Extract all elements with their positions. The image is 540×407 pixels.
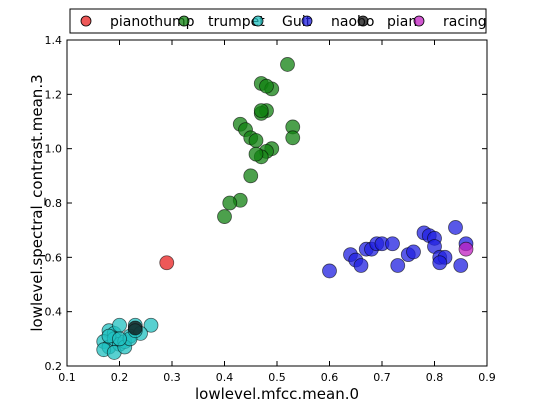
x-tick-label: 0.3 (163, 371, 181, 384)
y-tick-label: 1.2 (45, 88, 63, 101)
legend: pianothump trumpet Guit naobo pian racing (69, 8, 487, 34)
data-point (448, 220, 463, 235)
data-point (280, 57, 295, 72)
data-point (243, 168, 259, 184)
data-point (432, 255, 448, 271)
y-tick-label: 1.4 (45, 34, 63, 47)
legend-entry-label: trumpet (208, 14, 265, 30)
y-tick-label: 0.2 (45, 360, 63, 373)
data-point (458, 241, 474, 257)
x-axis-ticks: 0.1 0.2 0.3 0.4 0.5 0.6 0.7 0.8 0.9 (58, 40, 496, 384)
data-point (322, 263, 337, 279)
x-tick-label: 0.4 (216, 371, 234, 384)
data-point (159, 255, 175, 271)
data-point (385, 236, 400, 252)
data-point (248, 146, 264, 162)
data-point (253, 103, 269, 119)
series-pian (127, 320, 143, 336)
series-racing (458, 241, 474, 257)
data-point (143, 317, 159, 333)
data-point (112, 317, 127, 333)
data-point (259, 78, 274, 94)
series-trumpet (217, 57, 301, 224)
y-tick-label: 0.6 (45, 251, 63, 264)
legend-marker (301, 15, 313, 27)
legend-marker (357, 15, 369, 27)
series-naobo (322, 220, 474, 279)
data-point (112, 331, 127, 347)
x-tick-label: 0.8 (426, 371, 444, 384)
x-tick-label: 0.2 (111, 371, 129, 384)
legend-marker (413, 15, 425, 27)
data-point (222, 195, 238, 211)
series-pianothump (159, 255, 175, 271)
y-tick-label: 0.4 (45, 306, 63, 319)
y-tick-label: 1.0 (45, 143, 63, 156)
plot-points (96, 57, 474, 360)
legend-entry-label: racing (443, 14, 487, 30)
y-axis-label: lowlevel.spectral_contrast.mean.3 (28, 74, 47, 331)
series-Guit (96, 317, 159, 360)
x-tick-label: 0.9 (478, 371, 496, 384)
data-point (390, 258, 406, 273)
x-tick-label: 0.1 (58, 371, 76, 384)
data-point (248, 133, 264, 148)
data-point (127, 320, 143, 336)
legend-entry-label: pian (387, 14, 417, 30)
y-tick-label: 0.8 (45, 197, 63, 210)
data-point (217, 209, 232, 224)
x-tick-label: 0.7 (373, 371, 391, 384)
x-axis-label: lowlevel.mfcc.mean.0 (195, 385, 359, 403)
y-axis-ticks: 0.2 0.4 0.6 0.8 1.0 1.2 1.4 (45, 34, 487, 373)
legend-marker (80, 15, 92, 27)
x-tick-label: 0.6 (321, 371, 339, 384)
legend-marker (178, 15, 190, 27)
data-point (285, 130, 301, 146)
legend-marker (252, 15, 264, 27)
data-point (406, 244, 421, 260)
data-point (353, 258, 369, 273)
data-point (453, 258, 469, 273)
legend-entry-label: pianothump (110, 14, 195, 30)
x-tick-label: 0.5 (268, 371, 286, 384)
